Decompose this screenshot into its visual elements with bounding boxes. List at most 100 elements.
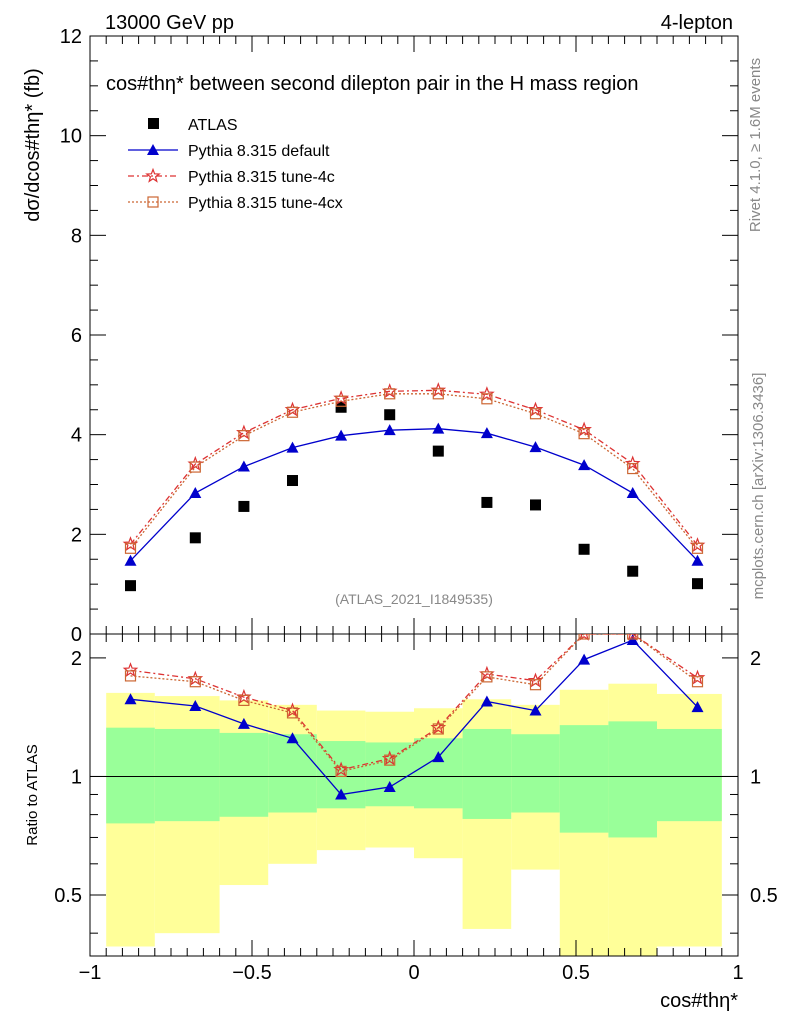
main-point-tune4cx [124,542,137,554]
ratio-xtick-label: 0 [408,962,419,984]
rivet-label: Rivet 4.1.0, ≥ 1.6M events [747,58,764,232]
main-point-tune4cx [481,393,493,405]
main-point-atlas [125,580,136,592]
analysis-label: (ATLAS_2021_I1849535) [335,591,493,607]
ratio-point-default [578,653,591,665]
ratio-ytick-label-right: 0.5 [750,885,778,907]
main-point-tune4c [479,386,495,402]
mcplots-label: mcplots.cern.ch [arXiv:1306.3436] [750,373,767,600]
main-ytick-label: 2 [71,524,82,546]
main-point-tune4c [430,382,447,398]
ratio-point-tune4c [689,669,706,685]
data-series [122,382,706,800]
main-point-atlas [238,500,250,512]
ratio-point-tune4cx [124,670,137,682]
plot-title: cos#thη* between second dilepton pair in… [106,73,639,95]
band-inner-8 [511,734,560,813]
ratio-point-tune4cx [335,765,347,777]
band-inner-3 [268,734,317,813]
main-point-default [335,429,348,441]
main-point-default [189,486,202,498]
ratio-point-tune4cx [384,754,396,766]
ratio-point-tune4c [579,634,589,641]
main-point-default [578,459,591,471]
main-point-tune4c [576,421,592,437]
ratio-uncertainty-bands [90,683,738,956]
ratio-ytick-label-left: 2 [71,648,82,670]
main-point-tune4cx [691,542,704,554]
main-point-atlas [627,565,639,577]
ratio-point-default [691,701,704,713]
ratio-xtick-label: −1 [79,962,102,984]
ratio-point-tune4cx [286,707,299,719]
main-line-tune4c [129,389,699,546]
ratio-point-tune4c [627,634,638,641]
main-point-default [529,441,542,453]
main-ytick-label: 8 [71,225,82,247]
main-point-default [286,441,299,453]
main-point-atlas [287,475,298,487]
ratio-point-tune4c [122,662,139,678]
energy-label: 13000 GeV pp [105,12,234,34]
main-point-atlas [432,445,444,457]
main-ytick-label: 12 [60,26,82,48]
main-point-atlas [189,532,201,544]
main-point-tune4cx [432,388,444,400]
main-point-default [480,427,493,439]
main-point-tune4c [122,536,139,552]
ratio-point-tune4cx [481,671,493,683]
ratio-point-tune4cx [578,634,590,640]
band-inner-6 [414,738,463,809]
band-inner-1 [154,728,220,822]
band-inner-7 [462,728,512,819]
ratio-ytick-label-left: 1 [71,766,82,788]
band-inner-10 [608,721,657,838]
main-ytick-label: 6 [71,325,82,347]
legend-entry-tune4cx: Pythia 8.315 tune-4cx [128,195,343,212]
legend-marker-tune4cx [147,196,159,208]
legend-label-tune4cx: Pythia 8.315 tune-4cx [188,195,343,212]
ratio-line-default [130,639,698,796]
ratio-point-tune4cx [529,679,542,691]
main-point-atlas [384,409,396,421]
ratio-ytick-label-left: 0.5 [54,885,82,907]
main-point-tune4cx [335,395,347,407]
band-inner-9 [559,725,609,833]
ratio-point-default [335,788,348,800]
main-y-axis-label: dσ/dcos#thη* (fb) [22,68,44,222]
main-ytick-label: 0 [71,624,82,646]
ratio-point-default [286,732,299,744]
ratio-point-default [383,781,396,793]
ratio-point-default [237,717,250,729]
ratio-xtick-label: 1 [732,962,743,984]
ratio-point-tune4cx [627,634,639,640]
ratio-ytick-label-right: 2 [750,648,761,670]
main-line-tune4cx [129,393,699,549]
ratio-point-tune4cx [432,723,444,735]
ratio-point-tune4cx [691,676,704,688]
ratio-line-tune4cx [130,634,698,773]
ratio-point-tune4cx [238,694,250,706]
legend-marker-atlas [148,118,159,129]
main-point-tune4cx [238,430,250,442]
ratio-series-group [122,634,706,800]
main-ytick-label: 10 [60,126,82,148]
x-axis-label: cos#thη* [660,990,738,1012]
legend-label-default: Pythia 8.315 default [188,143,330,160]
main-point-atlas [530,499,541,511]
legend-entry-atlas: ATLAS [148,117,238,134]
main-point-tune4cx [627,462,639,475]
main-point-default [432,422,445,434]
main-ytick-label: 4 [71,425,82,447]
band-inner-11 [657,728,722,822]
legend-entry-tune4c: Pythia 8.315 tune-4c [128,167,335,186]
ratio-point-default [480,695,493,707]
ratio-line-tune4c [130,634,698,771]
main-point-tune4cx [189,461,201,473]
main-point-default [124,554,137,566]
main-point-atlas [481,496,493,508]
ratio-xtick-label: −0.5 [232,962,271,984]
ratio-point-default [529,704,542,716]
legend: ATLAS Pythia 8.315 default Pythia 8.315 … [128,117,343,212]
